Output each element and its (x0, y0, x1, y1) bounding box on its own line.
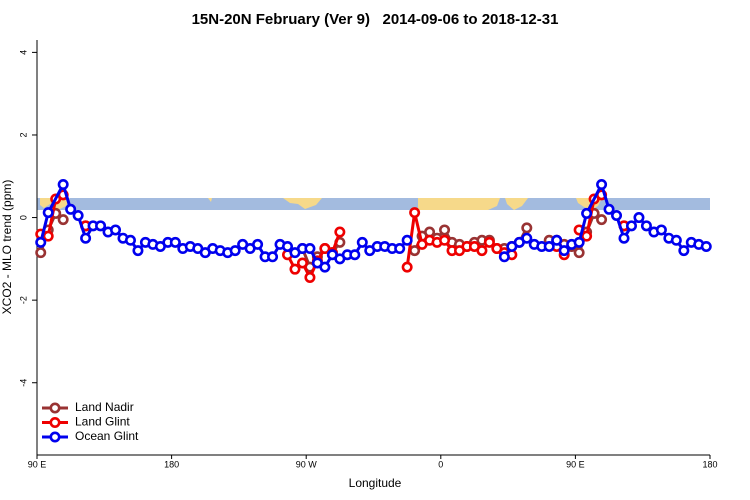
x-tick-label: 90 E (28, 459, 47, 469)
data-point (483, 236, 495, 248)
data-point (334, 226, 346, 238)
data-point (521, 232, 533, 244)
data-point (596, 179, 608, 191)
y-tick-label: 4 (18, 50, 28, 55)
data-point (543, 240, 555, 252)
data-point (319, 261, 331, 273)
data-point (401, 261, 413, 273)
legend-marker (49, 402, 61, 414)
data-point (282, 240, 294, 252)
data-point (521, 222, 533, 234)
data-point (409, 207, 421, 219)
y-tick-label: 2 (18, 132, 28, 137)
data-point (700, 240, 712, 252)
data-point (633, 212, 645, 224)
data-point (95, 220, 107, 232)
x-axis-label: Longitude (349, 476, 402, 490)
data-point (35, 236, 47, 248)
data-point (296, 257, 308, 269)
data-point (394, 243, 406, 255)
data-point (581, 207, 593, 219)
data-point (625, 220, 637, 232)
data-point (72, 209, 84, 221)
data-point (42, 207, 54, 219)
land-patch (418, 198, 500, 210)
data-point (229, 245, 241, 257)
land-patch (208, 198, 212, 202)
data-point (65, 203, 77, 215)
data-point (670, 234, 682, 246)
data-point (57, 214, 69, 226)
data-point (678, 245, 690, 257)
ocean-band (37, 198, 710, 210)
data-point (558, 245, 570, 257)
data-point (304, 271, 316, 283)
data-point (42, 230, 54, 242)
data-point (169, 236, 181, 248)
y-tick-label: 0 (18, 215, 28, 220)
data-point (304, 243, 316, 255)
data-point (439, 234, 451, 246)
data-point (581, 230, 593, 242)
data-point (498, 251, 510, 263)
chart-title: 15N-20N February (Ver 9) 2014-09-06 to 2… (192, 11, 559, 28)
legend-label: Land Glint (75, 415, 130, 429)
data-point (409, 245, 421, 257)
data-point (573, 247, 585, 259)
data-point (124, 234, 136, 246)
data-point (640, 220, 652, 232)
data-point (132, 245, 144, 257)
data-point (611, 209, 623, 221)
x-tick-label: 0 (438, 459, 443, 469)
legend-marker (49, 431, 61, 443)
y-axis-label: XCO2 - MLO trend (ppm) (0, 180, 14, 315)
data-point (573, 236, 585, 248)
data-point (35, 247, 47, 259)
land-patch (283, 198, 322, 209)
data-point (57, 179, 69, 191)
data-point (80, 232, 92, 244)
data-point (618, 232, 630, 244)
legend-marker (49, 416, 61, 428)
data-point (603, 203, 615, 215)
data-point (252, 238, 264, 250)
data-point (356, 236, 368, 248)
data-point (439, 224, 451, 236)
x-tick-label: 90 W (296, 459, 318, 469)
data-point (476, 245, 488, 257)
x-tick-label: 90 E (566, 459, 585, 469)
data-point (401, 234, 413, 246)
x-tick-label: 180 (164, 459, 179, 469)
x-tick-label: 180 (702, 459, 717, 469)
data-point (289, 263, 301, 275)
legend-label: Land Nadir (75, 400, 134, 414)
land-patch (505, 198, 528, 210)
data-point (551, 234, 563, 246)
y-tick-label: -2 (18, 296, 28, 304)
data-point (267, 251, 279, 263)
legend-label: Ocean Glint (75, 429, 139, 443)
data-point (349, 249, 361, 261)
series (35, 179, 712, 273)
data-point (655, 224, 667, 236)
data-point (596, 214, 608, 226)
y-tick-label: -4 (18, 379, 28, 387)
data-point (110, 224, 122, 236)
